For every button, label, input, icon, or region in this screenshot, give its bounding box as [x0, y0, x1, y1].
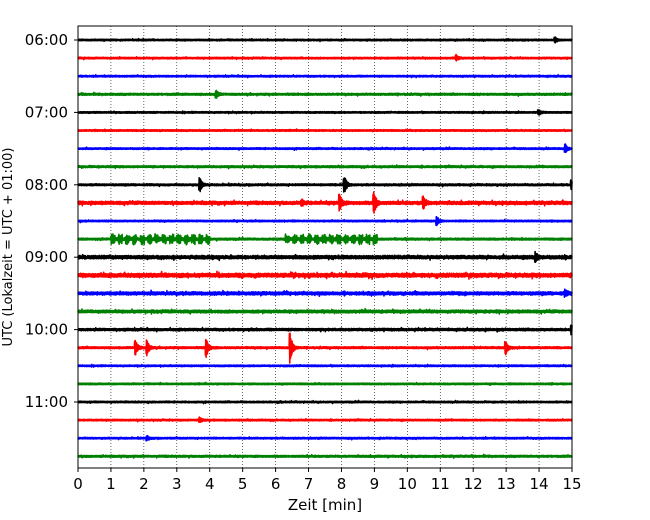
- x-tick-label: 9: [370, 475, 380, 493]
- x-tick-label: 4: [205, 475, 215, 493]
- y-tick-label: 11:00: [25, 393, 68, 411]
- trace-0815: [77, 191, 573, 214]
- trace-0700: [77, 109, 573, 116]
- x-tick-label: 7: [304, 475, 314, 493]
- x-tick-label: 5: [238, 475, 248, 493]
- trace-1100: [77, 399, 573, 405]
- trace-0945: [77, 307, 573, 315]
- x-tick-label: 2: [139, 475, 149, 493]
- trace-1115: [77, 416, 573, 424]
- trace-0800: [77, 176, 573, 193]
- trace-0730: [77, 143, 573, 154]
- y-tick-label: 08:00: [25, 176, 68, 194]
- x-tick-label: 15: [562, 475, 581, 493]
- plot-area: [78, 26, 572, 468]
- trace-1130: [77, 434, 573, 442]
- x-axis-label: Zeit [min]: [288, 496, 362, 514]
- trace-0645: [77, 89, 573, 99]
- x-tick-label: 6: [271, 475, 281, 493]
- trace-0900: [77, 250, 573, 264]
- x-tick-label: 1: [106, 475, 116, 493]
- x-tick-label: 3: [172, 475, 182, 493]
- plot-frame: [77, 25, 573, 469]
- trace-0915: [77, 270, 573, 281]
- x-tick-label: 8: [337, 475, 347, 493]
- trace-0845: [77, 233, 573, 246]
- x-tick-label: 11: [431, 475, 450, 493]
- trace-0615: [77, 53, 573, 62]
- trace-0715: [77, 128, 573, 133]
- trace-0930: [77, 288, 573, 298]
- trace-1015: [77, 332, 573, 364]
- trace-0600: [77, 36, 573, 44]
- trace-1030: [77, 363, 573, 368]
- trace-1000: [77, 324, 573, 336]
- x-tick-label: 12: [464, 475, 483, 493]
- trace-1045: [77, 381, 573, 387]
- x-tick-label: 10: [398, 475, 417, 493]
- trace-0745: [77, 164, 573, 170]
- y-tick-label: 10:00: [25, 321, 68, 339]
- trace-1145: [77, 453, 573, 459]
- x-tick-label: 13: [497, 475, 516, 493]
- x-tick-label: 14: [530, 475, 549, 493]
- y-axis-label: UTC (Lokalzeit = UTC + 01:00): [1, 148, 16, 347]
- y-tick-label: 07:00: [25, 103, 68, 121]
- y-axis: 06:00 07:00 08:00 09:00 10:00 11:00: [25, 31, 78, 411]
- y-tick-label: 06:00: [25, 31, 68, 49]
- x-axis: 0 1 2 3 4 5 6 7 8 9 10 11 12 13 14 15: [73, 468, 582, 493]
- trace-0830: [77, 215, 573, 227]
- y-tick-label: 09:00: [25, 248, 68, 266]
- traces: [77, 36, 573, 459]
- trace-0630: [77, 73, 573, 79]
- x-tick-label: 0: [73, 475, 83, 493]
